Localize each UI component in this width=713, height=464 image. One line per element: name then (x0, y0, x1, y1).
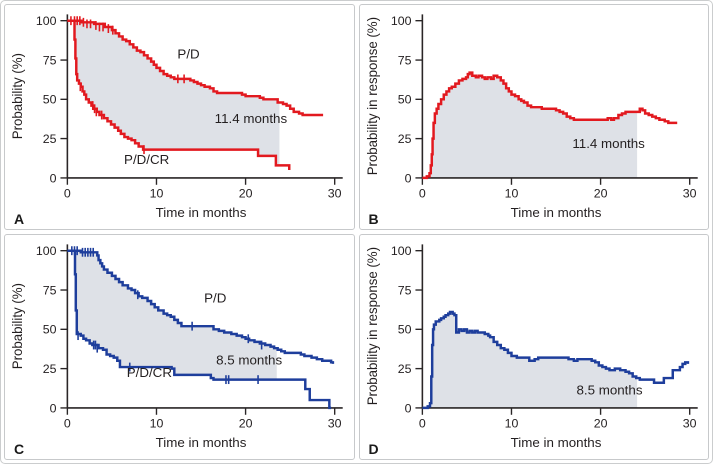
y-tick-label: 100 (36, 14, 57, 28)
x-tick-label: 10 (504, 417, 518, 431)
x-axis-title: Time in months (510, 205, 601, 220)
y-tick-label: 50 (43, 323, 57, 337)
plot-svg: 0 25 50 75 100 0 10 20 30 Time in months Probabili… (10, 14, 343, 220)
plot-area: 0 25 50 75 100 0 10 20 30 Time in months Probabili… (360, 235, 709, 459)
plot-svg: 0 25 50 75 100 0 10 20 30 Time in months Probabili… (10, 244, 343, 450)
panel-D: 0 25 50 75 100 0 10 20 30 Time in months Probabili… (358, 234, 709, 460)
x-tick-label: 30 (328, 417, 342, 431)
y-tick-label: 25 (43, 132, 57, 146)
panel-letter: A (14, 211, 25, 227)
curve-P-D (67, 249, 335, 364)
y-tick-label: 0 (50, 171, 57, 185)
x-tick-label: 30 (328, 187, 342, 201)
shaded-area (421, 312, 637, 408)
panel-C: 0 25 50 75 100 0 10 20 30 Time in months Probabili… (4, 234, 355, 460)
y-tick-label: 100 (390, 244, 411, 258)
y-axis-title: Probability (%) (10, 283, 25, 369)
panel-letter: D (368, 441, 379, 457)
y-tick-label: 75 (397, 53, 411, 67)
x-tick-label: 10 (504, 187, 518, 201)
annotation: P/D (204, 291, 226, 306)
x-axis-title: Time in months (156, 435, 247, 450)
y-tick-label: 0 (50, 401, 57, 415)
y-tick-label: 75 (397, 283, 411, 297)
curve-response-probability (421, 71, 677, 180)
x-tick-label: 30 (682, 417, 696, 431)
annotation: P/D/CR (127, 365, 172, 380)
y-tick-label: 100 (390, 14, 411, 28)
plot-area: 0 25 50 75 100 0 10 20 30 Time in months Probabili… (5, 235, 354, 459)
panel-B: 0 25 50 75 100 0 10 20 30 Time in months Probabili… (358, 4, 709, 230)
annotation: P/D (177, 46, 199, 61)
x-tick-label: 10 (150, 187, 164, 201)
y-tick-label: 100 (36, 244, 57, 258)
annotation: 8.5 months (576, 383, 642, 398)
x-axis-title: Time in months (510, 435, 601, 450)
y-axis-title: Probability in response (%) (364, 247, 379, 405)
x-axis-title: Time in months (156, 205, 247, 220)
curve-P-D-CR (67, 249, 332, 410)
y-tick-label: 0 (404, 401, 411, 415)
y-tick-label: 50 (397, 323, 411, 337)
y-tick-label: 75 (43, 283, 57, 297)
panel-letter: C (14, 441, 25, 457)
annotation: 11.4 months (215, 111, 288, 126)
y-tick-label: 25 (397, 132, 411, 146)
x-tick-label: 20 (593, 187, 607, 201)
x-tick-label: 20 (593, 417, 607, 431)
y-axis-title: Probability in response (%) (364, 17, 379, 175)
y-tick-label: 25 (397, 362, 411, 376)
x-tick-label: 20 (239, 187, 253, 201)
curve-P-D-CR (67, 19, 291, 171)
panel-letter: B (368, 211, 379, 227)
y-tick-label: 50 (397, 93, 411, 107)
y-tick-label: 0 (404, 171, 411, 185)
curve-P-D (67, 19, 324, 117)
x-tick-label: 10 (150, 417, 164, 431)
x-tick-label: 0 (418, 417, 425, 431)
plot-svg: 0 25 50 75 100 0 10 20 30 Time in months Probabili… (364, 14, 698, 220)
y-axis-title: Probability (%) (10, 53, 25, 139)
x-tick-label: 0 (418, 187, 425, 201)
annotation: 11.4 months (572, 136, 645, 151)
x-tick-label: 0 (64, 187, 71, 201)
annotation: P/D/CR (124, 152, 169, 167)
annotation: 8.5 months (216, 353, 282, 368)
plot-svg: 0 25 50 75 100 0 10 20 30 Time in months Probabili… (364, 244, 698, 450)
y-tick-label: 75 (43, 53, 57, 67)
plot-area: 0 25 50 75 100 0 10 20 30 Time in months Probabili… (360, 5, 709, 229)
plot-area: 0 25 50 75 100 0 10 20 30 Time in months Probabili… (5, 5, 354, 229)
x-tick-label: 30 (682, 187, 696, 201)
x-tick-label: 0 (64, 417, 71, 431)
x-tick-label: 20 (239, 417, 253, 431)
shaded-area (67, 20, 280, 166)
y-tick-label: 25 (43, 362, 57, 376)
panel-A: 0 25 50 75 100 0 10 20 30 Time in months Probabili… (4, 4, 355, 230)
shaded-area (421, 72, 637, 178)
y-tick-label: 50 (43, 93, 57, 107)
curve-response-probability (421, 310, 689, 410)
